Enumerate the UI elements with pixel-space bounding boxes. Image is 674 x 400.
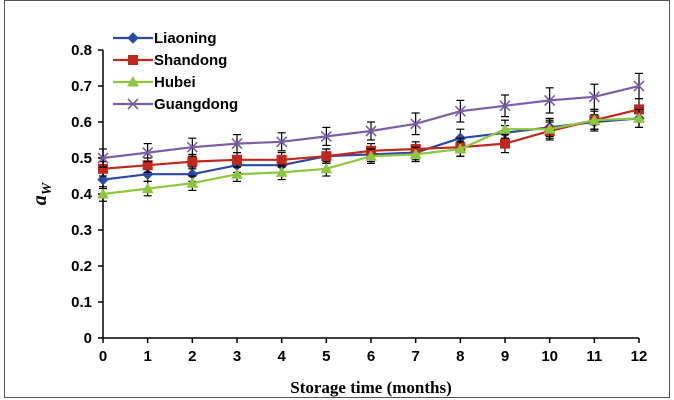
- data-point-hubei: [231, 168, 243, 179]
- data-point-guangdong-stroke: [633, 80, 645, 92]
- data-point-guangdong: [320, 130, 332, 142]
- legend-label: Hubei: [154, 74, 196, 91]
- legend-marker: [127, 75, 139, 87]
- data-point-guangdong-stroke: [588, 91, 600, 103]
- data-point-guangdong-stroke: [231, 138, 243, 150]
- data-point-shandong: [276, 154, 287, 165]
- legend-item-hubei: Hubei: [113, 74, 196, 91]
- x-tick-label: 7: [411, 348, 419, 365]
- data-point-guangdong-stroke: [320, 130, 332, 142]
- series-guangdong: [97, 72, 645, 168]
- legend-item-shandong: Shandong: [113, 52, 227, 69]
- y-axis-label-subscript: W: [40, 181, 55, 195]
- data-point-hubei: [320, 162, 333, 174]
- data-point-hubei: [633, 112, 645, 123]
- data-point-hubei: [409, 148, 422, 159]
- y-tick-label: 0.3: [71, 222, 92, 239]
- data-point-guangdong: [499, 100, 511, 112]
- data-point-hubei: [97, 187, 109, 199]
- data-point-guangdong: [142, 147, 154, 159]
- data-point-shandong: [321, 151, 332, 162]
- y-tick-label: 0.1: [71, 294, 92, 311]
- data-point-liaoning: [97, 173, 109, 186]
- x-tick-label: 10: [541, 348, 558, 365]
- data-point-guangdong: [97, 152, 109, 164]
- y-tick-label: 0.6: [71, 114, 92, 131]
- legend-label: Shandong: [154, 52, 227, 69]
- data-point-guangdong-stroke: [365, 125, 377, 137]
- data-point-guangdong-stroke: [410, 118, 422, 130]
- x-tick-label: 12: [631, 348, 648, 365]
- x-axis-label: Storage time (months): [290, 378, 451, 397]
- data-point-guangdong: [365, 125, 377, 137]
- legend-marker-stroke: [127, 98, 139, 110]
- data-point-guangdong: [186, 141, 198, 153]
- data-point-hubei: [499, 123, 511, 134]
- data-point-guangdong: [454, 105, 466, 117]
- data-point-guangdong: [633, 80, 645, 92]
- data-point-guangdong: [588, 91, 600, 103]
- data-point-guangdong-stroke: [97, 152, 109, 164]
- legend: Liaoning Shandong Hubei Guangdong: [113, 30, 238, 113]
- y-tick-label: 0.5: [71, 150, 92, 167]
- y-tick-label: 0.4: [71, 186, 93, 203]
- data-point-guangdong: [276, 136, 288, 148]
- y-tick-label: 0.7: [71, 78, 92, 95]
- data-point-hubei: [275, 166, 288, 177]
- legend-label: Liaoning: [154, 30, 217, 47]
- data-point-hubei: [588, 114, 601, 125]
- legend-label: Guangdong: [154, 96, 238, 113]
- data-point-hubei: [543, 123, 556, 134]
- legend-item-guangdong: Guangdong: [113, 96, 238, 113]
- legend-marker: [128, 55, 138, 65]
- data-point-guangdong-stroke: [544, 94, 556, 106]
- chart-frame: [4, 0, 670, 398]
- data-point-hubei: [141, 182, 154, 194]
- x-tick-label: 8: [456, 348, 464, 365]
- x-tick-label: 6: [367, 348, 375, 365]
- data-point-guangdong-stroke: [276, 136, 288, 148]
- data-point-shandong: [187, 156, 198, 167]
- x-tick-label: 1: [143, 348, 151, 365]
- data-point-hubei: [186, 177, 199, 188]
- data-point-hubei: [365, 150, 377, 161]
- x-tick-label: 5: [322, 348, 330, 365]
- data-point-guangdong-stroke: [186, 141, 198, 153]
- y-tick-label: 0.8: [71, 42, 92, 59]
- y-tick-label: 0: [84, 330, 92, 347]
- data-point-guangdong: [544, 94, 556, 106]
- x-tick-label: 9: [501, 348, 509, 365]
- x-tick-label: 2: [188, 348, 196, 365]
- data-point-shandong: [500, 138, 510, 149]
- data-point-guangdong: [231, 138, 243, 150]
- data-point-hubei: [454, 142, 467, 154]
- x-tick-label: 4: [277, 348, 286, 365]
- data-point-guangdong-stroke: [454, 105, 466, 117]
- x-tick-label: 0: [99, 348, 107, 365]
- legend-item-liaoning: Liaoning: [113, 30, 217, 47]
- legend-marker: [127, 32, 139, 44]
- y-axis-label-main: a: [29, 195, 51, 205]
- data-point-guangdong: [410, 118, 422, 130]
- data-point-guangdong-stroke: [142, 147, 154, 159]
- y-axis-label: aW: [29, 181, 55, 205]
- data-point-shandong: [232, 154, 242, 165]
- series-hubei: [97, 108, 645, 202]
- legend-marker: [127, 98, 139, 110]
- x-tick-label: 11: [586, 348, 602, 365]
- data-point-guangdong-stroke: [499, 100, 511, 112]
- y-tick-label: 0.2: [71, 258, 92, 275]
- x-tick-label: 3: [233, 348, 241, 365]
